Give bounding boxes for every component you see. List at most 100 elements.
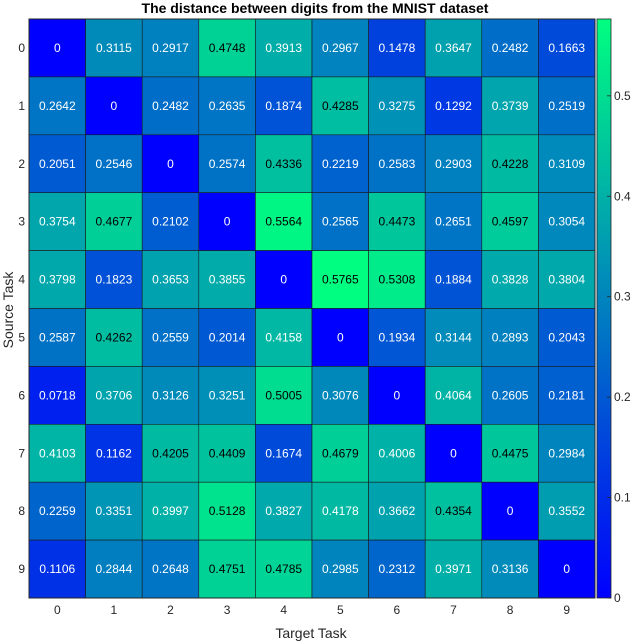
heatmap-cell	[198, 366, 256, 425]
heatmap-cell	[368, 366, 426, 425]
cell-value-label: 0.3997	[152, 504, 189, 518]
cell-value-label: 0.3251	[209, 388, 246, 402]
heatmap-cell	[424, 423, 483, 483]
y-axis-label: Source Task	[0, 271, 16, 349]
heatmap-cell	[368, 539, 426, 599]
heatmap-cell	[141, 250, 200, 309]
cell-value-label: 0.2967	[322, 41, 359, 55]
cell-value-label: 0.0718	[39, 388, 76, 402]
cell-value-label: 0.4679	[322, 446, 359, 460]
heatmap-cell	[538, 18, 596, 78]
cell-value-label: 0.5128	[209, 504, 246, 518]
cell-value-label: 0.3126	[152, 388, 189, 402]
heatmap-cell	[141, 423, 200, 483]
heatmap-cell	[141, 308, 200, 367]
cell-value-label: 0.3971	[435, 562, 472, 576]
heatmap-cell	[255, 76, 313, 136]
heatmap-cell	[538, 539, 596, 599]
cell-value-label: 0.1934	[379, 330, 416, 344]
cell-value-label: 0.2482	[152, 99, 189, 113]
x-tick-label: 4	[280, 603, 287, 617]
cell-value-label: 0.1106	[39, 562, 75, 576]
cell-value-label: 0.5765	[322, 273, 359, 287]
cell-value-label: 0	[507, 504, 514, 518]
heatmap-cell	[255, 481, 313, 541]
cell-value-label: 0.1162	[96, 446, 132, 460]
cell-value-label: 0	[280, 273, 287, 287]
heatmap-cell	[368, 76, 426, 136]
heatmap-cell	[311, 192, 369, 251]
heatmap-cell	[368, 308, 426, 367]
cell-value-label: 0.2559	[152, 330, 189, 344]
cell-value-label: 0.3115	[96, 41, 132, 55]
plot-border	[28, 18, 596, 599]
cell-value-label: 0.3109	[548, 157, 585, 171]
heatmap-cell	[311, 308, 369, 367]
cell-value-label: 0.2844	[96, 562, 133, 576]
cell-value-label: 0.2014	[209, 330, 246, 344]
x-tick-label: 2	[167, 603, 174, 617]
cell-value-label: 0.2917	[152, 41, 189, 55]
x-axis-ticks: 0 1 2 3 4 5 6 7 8 9	[54, 603, 570, 617]
heatmap-cell	[311, 481, 369, 541]
cell-value-label: 0.1663	[548, 41, 585, 55]
cell-value-label: 0.3275	[379, 99, 416, 113]
heatmap-cell	[311, 539, 369, 599]
heatmap-cell	[368, 192, 426, 251]
cell-value-label: 0.2587	[39, 330, 76, 344]
heatmap-cell	[198, 539, 256, 599]
heatmap-cell	[198, 76, 256, 136]
cell-value-label: 0.4064	[435, 388, 472, 402]
cell-value-label: 0.4103	[39, 446, 76, 460]
cell-value-label: 0.3144	[435, 330, 472, 344]
y-tick-label: 2	[18, 157, 25, 171]
cell-value-label: 0	[337, 330, 344, 344]
x-tick-label: 0	[54, 603, 61, 617]
cell-value-label: 0.2984	[548, 446, 585, 460]
heatmap-cell	[481, 250, 539, 309]
heatmap-cell	[311, 76, 369, 136]
cell-value-label: 0.4473	[379, 215, 416, 229]
y-axis-ticks: 0 1 2 3 4 5 6 7 8 9	[18, 41, 25, 576]
heatmap-cell	[424, 250, 483, 309]
cell-value-label: 0.2219	[322, 157, 359, 171]
cell-value-label: 0.2181	[548, 388, 585, 402]
cell-value-label: 0.2259	[39, 504, 76, 518]
y-tick-label: 0	[18, 41, 25, 55]
colorbar-tick-label: 0.5	[614, 89, 631, 103]
heatmap-cell	[481, 481, 539, 541]
heatmap-cell	[368, 423, 426, 483]
cell-value-label: 0.5308	[379, 273, 416, 287]
cell-value-label: 0.2574	[209, 157, 246, 171]
cell-value-label: 0.2642	[39, 99, 76, 113]
cell-value-label: 0.4262	[96, 330, 133, 344]
cell-value-label: 0	[394, 388, 401, 402]
y-tick-label: 6	[18, 388, 25, 402]
x-tick-label: 9	[563, 603, 570, 617]
heatmap-cell	[311, 18, 369, 78]
cell-value-label: 0.2519	[548, 99, 585, 113]
cell-value-label: 0.5005	[265, 388, 302, 402]
cell-value-label: 0.3855	[209, 273, 246, 287]
cell-value-label: 0.3662	[379, 504, 416, 518]
y-tick-label: 3	[18, 215, 25, 229]
cell-value-label: 0.4336	[265, 157, 302, 171]
colorbar-tick-label: 0	[614, 591, 621, 605]
heatmap-cell	[481, 134, 539, 194]
colorbar-tick-label: 0.1	[614, 491, 631, 505]
y-tick-label: 4	[18, 273, 25, 287]
heatmap-cell	[255, 250, 313, 309]
cell-value-label: 0.4158	[265, 330, 302, 344]
heatmap-cell	[85, 423, 143, 483]
heatmap-cell	[198, 18, 256, 78]
heatmap-cell	[538, 76, 596, 136]
heatmap-cell	[141, 76, 200, 136]
heatmap-cell	[481, 308, 539, 367]
cell-value-label: 0.2651	[435, 215, 472, 229]
cell-value-label: 0.4228	[492, 157, 529, 171]
chart-title: The distance between digits from the MNI…	[142, 0, 489, 16]
heatmap-cell	[311, 250, 369, 309]
cell-value-label: 0.5564	[265, 215, 302, 229]
cell-value-label: 0.2893	[492, 330, 529, 344]
heatmap-cell	[424, 539, 483, 599]
